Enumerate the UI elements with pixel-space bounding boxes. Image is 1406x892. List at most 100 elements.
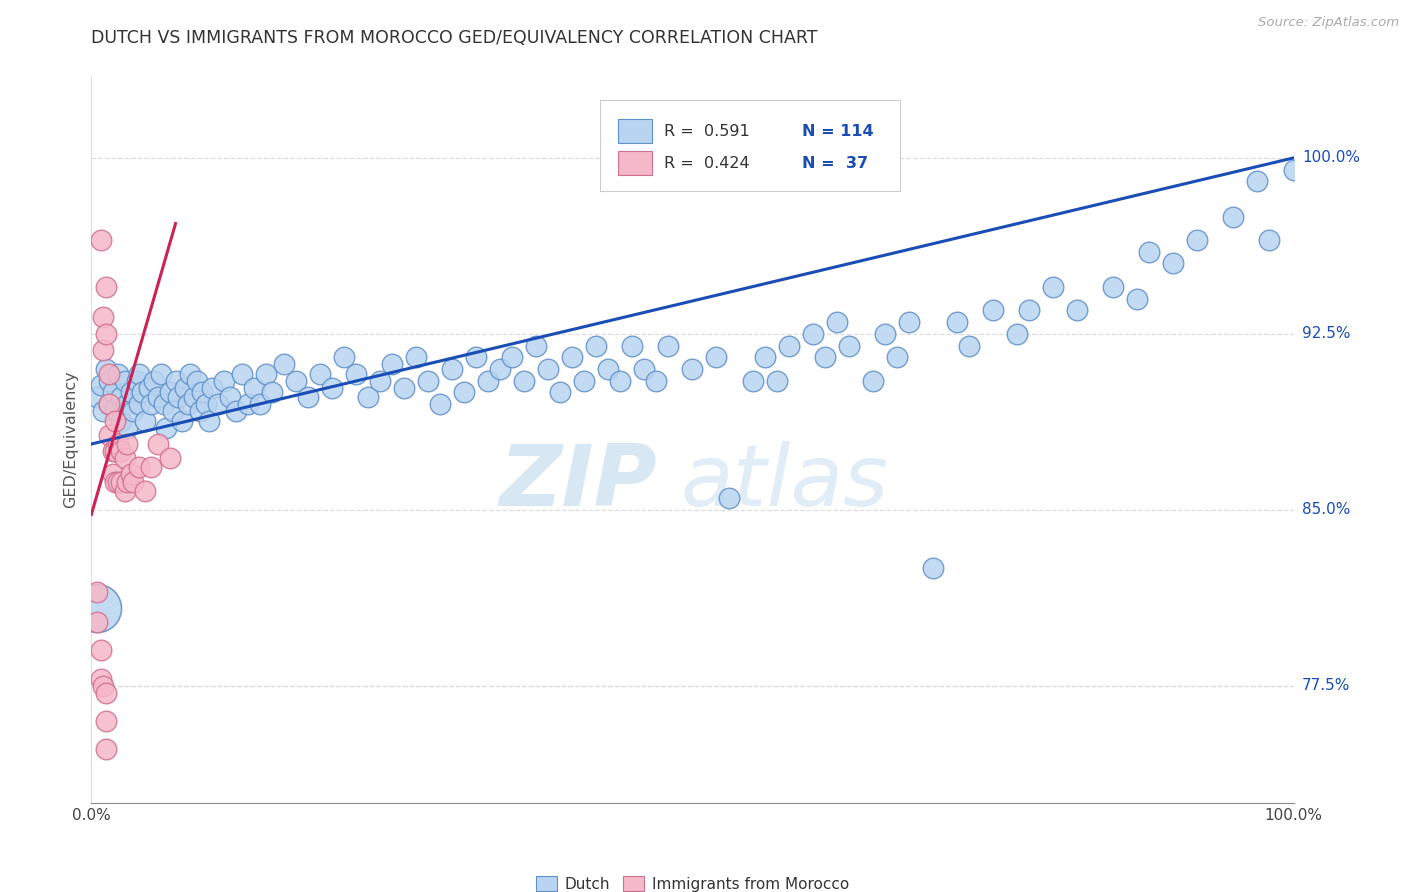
- Point: [862, 374, 884, 388]
- Point: [94, 362, 117, 376]
- Point: [128, 397, 150, 411]
- Point: [1005, 326, 1028, 341]
- Point: [838, 338, 860, 352]
- Point: [98, 397, 121, 411]
- Point: [122, 404, 145, 418]
- Point: [957, 338, 980, 352]
- FancyBboxPatch shape: [617, 120, 651, 143]
- Point: [117, 437, 139, 451]
- Point: [94, 714, 117, 728]
- Point: [159, 451, 181, 466]
- Text: 85.0%: 85.0%: [1302, 502, 1350, 517]
- Point: [98, 374, 121, 388]
- Point: [104, 475, 127, 489]
- Point: [141, 460, 163, 475]
- Point: [198, 413, 221, 427]
- Point: [117, 420, 139, 434]
- Point: [453, 385, 475, 400]
- Point: [416, 374, 439, 388]
- Point: [90, 233, 112, 247]
- Point: [114, 483, 136, 498]
- Point: [218, 390, 240, 404]
- Point: [90, 672, 112, 686]
- Point: [297, 390, 319, 404]
- Point: [489, 362, 512, 376]
- Point: [225, 404, 247, 418]
- Point: [886, 350, 908, 364]
- Point: [357, 390, 380, 404]
- Point: [117, 475, 139, 489]
- Point: [1222, 210, 1244, 224]
- Point: [381, 357, 404, 371]
- Point: [107, 367, 129, 381]
- Point: [440, 362, 463, 376]
- Point: [98, 397, 121, 411]
- Point: [273, 357, 295, 371]
- Text: 77.5%: 77.5%: [1302, 678, 1350, 693]
- Legend: Dutch, Immigrants from Morocco: Dutch, Immigrants from Morocco: [530, 870, 855, 892]
- Point: [231, 367, 253, 381]
- Point: [585, 338, 607, 352]
- Point: [249, 397, 271, 411]
- Point: [207, 397, 229, 411]
- Point: [94, 685, 117, 699]
- Point: [260, 385, 283, 400]
- Text: ZIP: ZIP: [499, 442, 657, 524]
- Point: [188, 404, 211, 418]
- Point: [621, 338, 644, 352]
- FancyBboxPatch shape: [600, 100, 900, 191]
- Text: N = 114: N = 114: [801, 124, 873, 138]
- Point: [120, 467, 142, 482]
- Text: atlas: atlas: [681, 442, 889, 524]
- Point: [117, 397, 139, 411]
- Point: [114, 374, 136, 388]
- Point: [179, 367, 201, 381]
- Point: [94, 280, 117, 294]
- Point: [162, 404, 184, 418]
- Point: [146, 437, 169, 451]
- Point: [873, 326, 896, 341]
- Point: [308, 367, 330, 381]
- Point: [101, 385, 124, 400]
- Point: [134, 483, 156, 498]
- Point: [981, 303, 1004, 318]
- Point: [212, 374, 235, 388]
- Point: [110, 444, 132, 458]
- Point: [86, 584, 108, 599]
- Point: [110, 475, 132, 489]
- Point: [90, 378, 112, 392]
- Point: [1126, 292, 1149, 306]
- Point: [191, 385, 214, 400]
- Point: [1102, 280, 1125, 294]
- Text: 100.0%: 100.0%: [1302, 151, 1360, 165]
- Point: [159, 385, 181, 400]
- Point: [681, 362, 703, 376]
- Point: [405, 350, 427, 364]
- Text: Source: ZipAtlas.com: Source: ZipAtlas.com: [1258, 16, 1399, 29]
- Point: [107, 437, 129, 451]
- Point: [104, 413, 127, 427]
- Point: [946, 315, 969, 329]
- Point: [104, 401, 127, 416]
- Point: [183, 390, 205, 404]
- Point: [609, 374, 631, 388]
- Point: [368, 374, 391, 388]
- Point: [645, 374, 668, 388]
- Point: [284, 374, 307, 388]
- Point: [165, 374, 187, 388]
- Point: [142, 374, 165, 388]
- Point: [101, 444, 124, 458]
- Point: [778, 338, 800, 352]
- Y-axis label: GED/Equivalency: GED/Equivalency: [63, 370, 79, 508]
- Point: [1018, 303, 1040, 318]
- Point: [598, 362, 620, 376]
- Point: [254, 367, 277, 381]
- Point: [548, 385, 571, 400]
- Point: [98, 427, 121, 442]
- Point: [93, 310, 115, 325]
- Point: [897, 315, 920, 329]
- Point: [125, 374, 148, 388]
- Point: [128, 367, 150, 381]
- Point: [167, 390, 190, 404]
- Point: [1137, 244, 1160, 259]
